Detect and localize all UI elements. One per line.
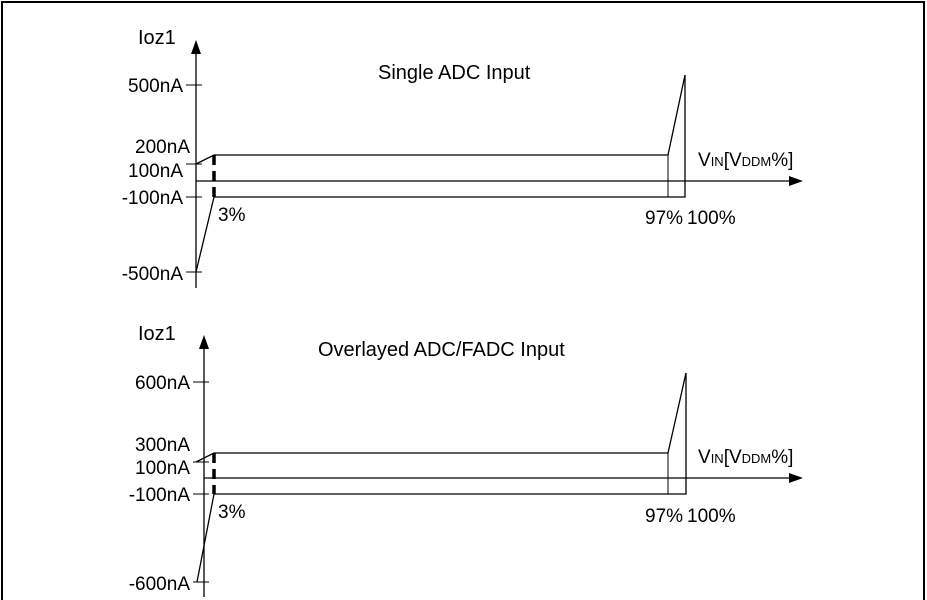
upper-bound-line — [195, 74, 686, 165]
x-tick-label: 97% — [645, 506, 683, 527]
lower-bound-line — [195, 75, 686, 273]
y-tick-label: 300nA — [135, 435, 190, 456]
x-label-part: V — [698, 447, 711, 468]
x-label-subscript: IN — [711, 154, 724, 169]
x-axis-label: VIN[VDDM%] — [698, 447, 793, 468]
y-tick-label: 500nA — [128, 76, 183, 97]
x-tick-label: 3% — [218, 205, 246, 226]
x-label-subscript: DDM — [742, 154, 772, 169]
y-axis-label: Ioz1 — [138, 27, 176, 49]
panel-overlayed-adc-fadc: Overlayed ADC/FADC Input Ioz1 600nA 300n… — [129, 323, 803, 597]
x-tick-label: 100% — [687, 208, 736, 229]
chart-title: Single ADC Input — [378, 62, 531, 84]
y-axis-arrow-icon — [191, 40, 201, 54]
x-label-part: V — [698, 150, 711, 171]
x-label-part: [V — [724, 447, 742, 468]
x-axis-arrow-icon — [789, 473, 803, 483]
y-axis-label: Ioz1 — [138, 323, 176, 345]
x-label-part: %] — [771, 150, 793, 171]
chart-title: Overlayed ADC/FADC Input — [318, 339, 565, 361]
x-tick-label: 100% — [687, 506, 736, 527]
upper-bound-line — [195, 372, 687, 463]
x-tick-label: 97% — [645, 208, 683, 229]
lower-bound-line — [196, 373, 687, 583]
y-tick-label: -100nA — [129, 485, 191, 506]
x-label-subscript: IN — [711, 451, 724, 466]
x-tick-label: 3% — [218, 502, 246, 523]
y-tick-label: -500nA — [122, 264, 184, 285]
x-label-part: %] — [771, 447, 793, 468]
y-tick-label: 100nA — [128, 161, 183, 182]
y-tick-label: -600nA — [129, 574, 191, 595]
x-label-subscript: DDM — [742, 451, 772, 466]
panel-single-adc: Single ADC Input Ioz1 500nA 200nA 100nA … — [122, 27, 803, 288]
x-label-part: [V — [724, 150, 742, 171]
y-axis-arrow-icon — [199, 335, 209, 349]
y-tick-label: -100nA — [122, 188, 184, 209]
y-tick-label: 100nA — [135, 458, 190, 479]
y-tick-label: 600nA — [135, 373, 190, 394]
y-tick-label: 200nA — [135, 137, 190, 158]
x-axis-arrow-icon — [789, 176, 803, 186]
x-axis-label: VIN[VDDM%] — [698, 150, 793, 171]
